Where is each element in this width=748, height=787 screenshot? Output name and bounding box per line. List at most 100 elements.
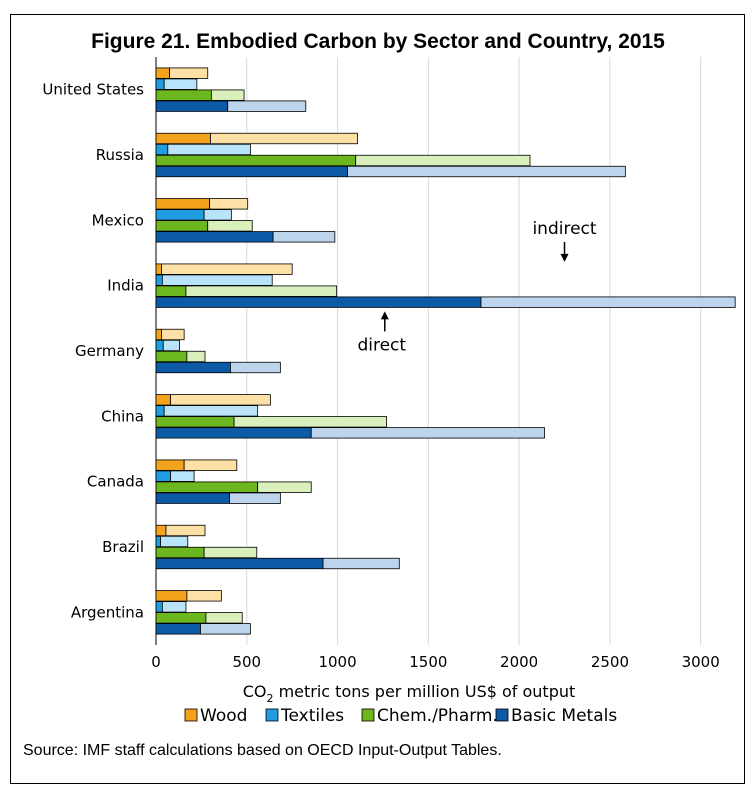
bar-argentina-wood-indirect — [186, 590, 222, 602]
category-canada: Canada — [87, 473, 144, 491]
legend-swatch-textiles — [265, 708, 279, 722]
bar-china-chem-direct — [155, 416, 235, 428]
bar-germany-wood-direct — [155, 328, 162, 341]
bar-india-chem-direct — [155, 285, 187, 297]
bar-brazil-chem-indirect — [203, 546, 258, 559]
legend-swatch-metals — [495, 708, 509, 722]
bar-argentina-textiles-indirect — [161, 601, 187, 613]
bar-united-states-wood-direct — [155, 67, 171, 79]
legend-swatch-wood — [184, 708, 198, 722]
bar-germany-chem-indirect — [186, 350, 206, 363]
legend-label-metals: Basic Metals — [511, 706, 617, 726]
annotation-indirect: indirect — [532, 219, 596, 239]
bar-canada-chem-direct — [155, 481, 259, 493]
bar-russia-textiles-direct — [155, 143, 169, 156]
legend-label-chem: Chem./Pharm. — [377, 706, 498, 726]
x-axis-label-subscript: 2 — [266, 692, 273, 705]
category-argentina: Argentina — [71, 603, 144, 621]
bar-germany-wood-indirect — [161, 328, 185, 341]
bar-mexico-textiles-indirect — [203, 209, 232, 221]
bar-russia-chem-direct — [155, 154, 357, 167]
bar-india-metals-direct — [155, 296, 482, 308]
annotations: indirect direct — [357, 219, 596, 355]
bar-brazil-textiles-direct — [155, 535, 161, 548]
bar-argentina-chem-direct — [155, 612, 207, 624]
bar-india-wood-indirect — [161, 263, 293, 275]
bar-canada-metals-direct — [155, 492, 230, 504]
category-germany: Germany — [75, 342, 144, 360]
bar-russia-textiles-indirect — [167, 143, 251, 156]
bar-brazil-metals-indirect — [322, 557, 400, 570]
bar-germany-textiles-indirect — [162, 339, 181, 352]
bar-united-states-wood-indirect — [169, 67, 209, 79]
bar-germany-textiles-direct — [155, 339, 164, 352]
bar-russia-wood-direct — [155, 132, 211, 145]
bar-mexico-chem-indirect — [207, 220, 253, 232]
bar-brazil-chem-direct — [155, 546, 205, 559]
bar-russia-metals-indirect — [347, 165, 626, 178]
bar-china-metals-direct — [155, 427, 312, 439]
chart-title: Figure 21. Embodied Carbon by Sector and… — [91, 30, 665, 53]
legend-label-textiles: Textiles — [280, 706, 344, 726]
bar-india-metals-indirect — [480, 296, 736, 308]
bar-united-states-chem-direct — [155, 89, 212, 101]
bar-germany-chem-direct — [155, 350, 188, 363]
legend-label-wood: Wood — [200, 706, 247, 726]
bar-russia-chem-indirect — [355, 154, 531, 167]
category-china: China — [101, 407, 144, 425]
x-tick-0: 0 — [151, 653, 161, 671]
bar-brazil-metals-direct — [155, 557, 324, 570]
x-axis-label: CO2 metric tons per million US$ of outpu… — [243, 682, 576, 705]
bar-united-states-metals-indirect — [227, 100, 307, 112]
bar-argentina-metals-indirect — [200, 623, 251, 635]
category-india: India — [107, 277, 144, 295]
category-russia: Russia — [96, 146, 144, 164]
x-tick-3000: 3000 — [682, 653, 720, 671]
category-united-states: United States — [42, 81, 144, 99]
bar-united-states-textiles-direct — [155, 78, 165, 90]
bar-canada-chem-indirect — [257, 481, 312, 493]
bar-united-states-chem-indirect — [210, 89, 245, 101]
bar-canada-metals-indirect — [229, 492, 281, 504]
bar-mexico-chem-direct — [155, 220, 209, 232]
bar-india-textiles-indirect — [161, 274, 273, 286]
bar-india-textiles-direct — [155, 274, 163, 286]
bar-china-wood-indirect — [170, 394, 271, 406]
x-tick-2500: 2500 — [591, 653, 629, 671]
legend-swatch-chem — [361, 708, 375, 722]
category-labels: United States Russia Mexico India Germany Chi… — [42, 81, 144, 622]
category-brazil: Brazil — [102, 538, 144, 556]
bar-brazil-wood-indirect — [165, 524, 206, 537]
bar-russia-wood-indirect — [210, 132, 358, 145]
bar-china-metals-indirect — [310, 427, 545, 439]
bar-india-chem-indirect — [185, 285, 338, 297]
legend: Wood Textiles Chem./Pharm. Basic Metals — [184, 706, 617, 726]
x-tick-1500: 1500 — [409, 653, 447, 671]
bar-china-wood-direct — [155, 394, 171, 406]
bar-china-chem-indirect — [233, 416, 387, 428]
bar-russia-metals-direct — [155, 165, 348, 178]
bar-china-textiles-direct — [155, 405, 165, 417]
bar-germany-metals-indirect — [230, 361, 281, 374]
bar-brazil-textiles-indirect — [160, 535, 189, 548]
source-note: Source: IMF staff calculations based on … — [23, 742, 502, 759]
bar-canada-wood-direct — [155, 459, 185, 471]
bar-argentina-metals-direct — [155, 623, 201, 635]
annotation-indirect-arrowhead — [560, 253, 569, 262]
embodied-carbon-chart: Figure 21. Embodied Carbon by Sector and… — [23, 30, 736, 759]
bar-mexico-metals-direct — [155, 231, 274, 243]
bars-group — [155, 67, 736, 635]
category-mexico: Mexico — [92, 211, 144, 229]
bar-mexico-metals-indirect — [272, 231, 336, 243]
annotation-direct-arrowhead — [380, 311, 389, 320]
bar-argentina-textiles-direct — [155, 601, 163, 613]
x-tick-500: 500 — [232, 653, 261, 671]
bar-germany-metals-direct — [155, 361, 231, 374]
bar-india-wood-direct — [155, 263, 162, 275]
bar-mexico-wood-direct — [155, 198, 210, 210]
bar-united-states-textiles-indirect — [163, 78, 198, 90]
bar-canada-textiles-direct — [155, 470, 171, 482]
x-tick-2000: 2000 — [500, 653, 538, 671]
bar-china-textiles-indirect — [163, 405, 259, 417]
x-tick-labels: 0 500 1000 1500 2000 2500 3000 — [151, 653, 720, 671]
